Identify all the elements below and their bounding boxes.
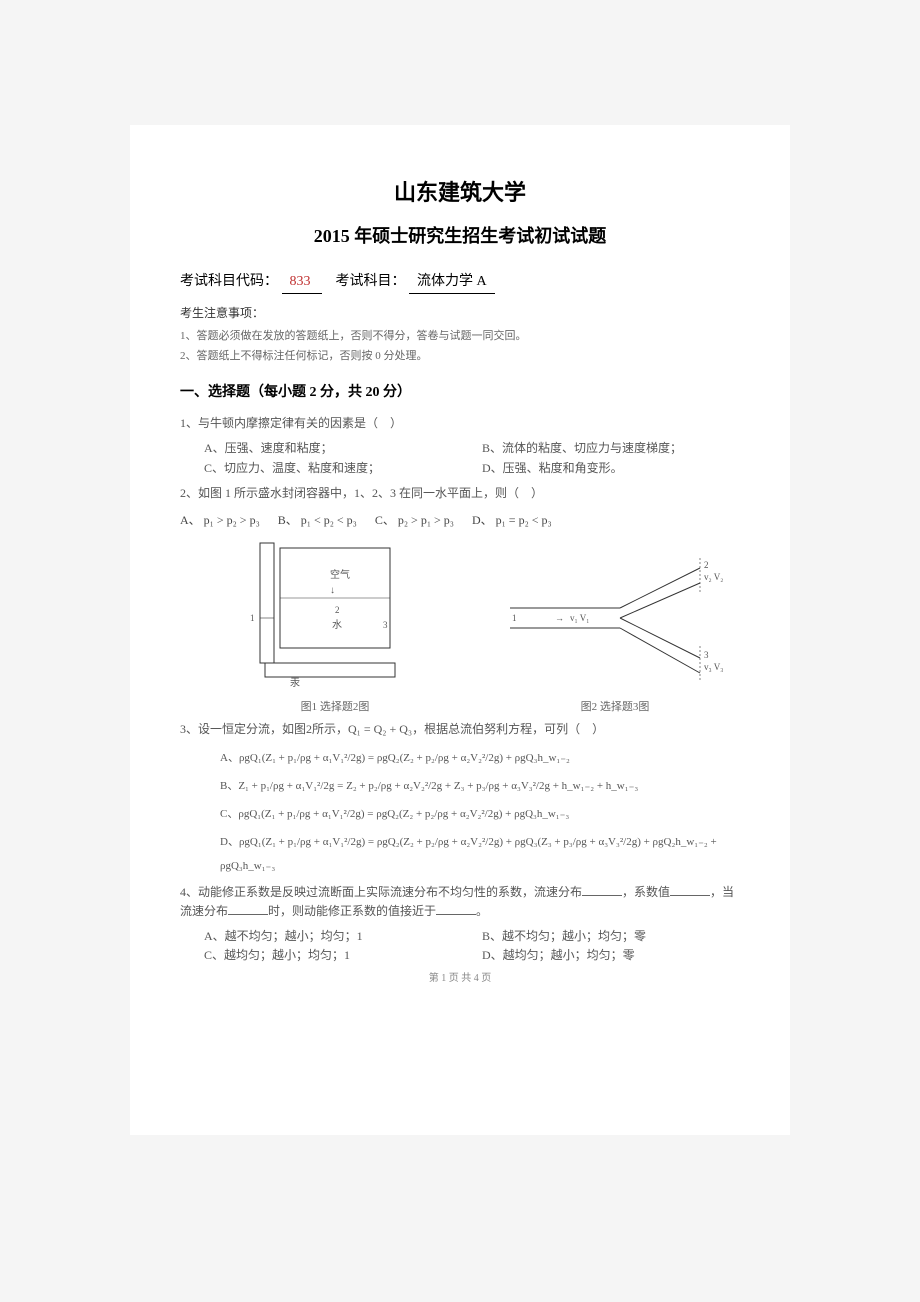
- q2-stem: 2、如图 1 所示盛水封闭容器中，1、2、3 在同一水平面上，则（ ）: [180, 484, 740, 503]
- subject-line: 考试科目代码： 833 考试科目： 流体力学 A: [180, 271, 740, 294]
- q2-opt-c: C、 p₂ > p₁ > p₃: [375, 511, 454, 530]
- page-number: 第 1 页 共 4 页: [180, 971, 740, 987]
- q4-stem: 4、动能修正系数是反映过流断面上实际流速分布不均匀性的系数，流速分布，系数值，当…: [180, 883, 740, 921]
- q1-opt-b: B、流体的粘度、切应力与速度梯度；: [482, 439, 740, 458]
- q3-opt-d: D、ρgQ₁(Z₁ + p₁/ρg + α₁V₁²/2g) = ρgQ₂(Z₂ …: [220, 830, 740, 878]
- blank-4: [436, 903, 476, 915]
- q3-opt-a: A、ρgQ₁(Z₁ + p₁/ρg + α₁V₁²/2g) = ρgQ₂(Z₂ …: [220, 746, 740, 770]
- q4-options: A、越不均匀；越小；均匀；1 B、越不均匀；越小；均匀；零 C、越均匀；越小；均…: [180, 927, 740, 965]
- fig2-v1: v₁ V₁: [570, 613, 589, 623]
- q3-options: A、ρgQ₁(Z₁ + p₁/ρg + α₁V₁²/2g) = ρgQ₂(Z₂ …: [180, 746, 740, 879]
- figure-2-svg: → v₁ V₁ 1 2 v₂ V₂ 3 v₃ V₃: [500, 538, 730, 688]
- q4-opt-c: C、越均匀；越小；均匀；1: [204, 946, 462, 965]
- q4-stem-2: ，系数值: [622, 885, 670, 899]
- q1-opt-a: A、压强、速度和粘度；: [204, 439, 462, 458]
- fig2-p2: 2: [704, 560, 709, 570]
- q2-opt-b: B、 p₁ < p₂ < p₃: [278, 511, 357, 530]
- code-label: 考试科目代码：: [180, 274, 278, 289]
- subject-label: 考试科目：: [336, 274, 406, 289]
- q4-opt-b: B、越不均匀；越小；均匀；零: [482, 927, 740, 946]
- section-1-title: 一、选择题（每小题 2 分，共 20 分）: [180, 382, 740, 404]
- fig1-caption: 图1 选择题2图: [210, 699, 460, 717]
- subject-name: 流体力学 A: [409, 271, 495, 294]
- exam-title: 2015 年硕士研究生招生考试初试试题: [180, 222, 740, 251]
- q4-stem-4: 时，则动能修正系数的值接近于: [268, 904, 436, 918]
- blank-2: [670, 884, 710, 896]
- figure-1-svg: 空气 ↓ 水 1 汞 2 3: [235, 538, 435, 688]
- q1-opt-c: C、切应力、温度、粘度和速度；: [204, 459, 462, 478]
- q3-stem: 3、设一恒定分流，如图2所示，Q₁ = Q₂ + Q₃，根据总流伯努利方程，可列…: [180, 720, 740, 739]
- q4-opt-d: D、越均匀；越小；均匀；零: [482, 946, 740, 965]
- q1-options: A、压强、速度和粘度； B、流体的粘度、切应力与速度梯度； C、切应力、温度、粘…: [180, 439, 740, 477]
- fig1-p2: 2: [335, 605, 340, 615]
- fig1-water-label: 水: [332, 619, 342, 631]
- code-value: 833: [282, 271, 322, 294]
- fig2-v2: v₂ V₂: [704, 572, 723, 582]
- notice-item-1: 1、答题必须做在发放的答题纸上，否则不得分，答卷与试题一同交回。: [180, 328, 740, 346]
- q1-stem: 1、与牛顿内摩擦定律有关的因素是（ ）: [180, 414, 740, 433]
- figure-2: → v₁ V₁ 1 2 v₂ V₂ 3 v₃ V₃ 图2 选择题3图: [490, 538, 740, 716]
- q4-stem-1: 4、动能修正系数是反映过流断面上实际流速分布不均匀性的系数，流速分布: [180, 885, 582, 899]
- notice-title: 考生注意事项：: [180, 304, 740, 323]
- fig1-mercury-label: 汞: [290, 677, 300, 688]
- university-name: 山东建筑大学: [180, 175, 740, 210]
- q4-opt-a: A、越不均匀；越小；均匀；1: [204, 927, 462, 946]
- notice-item-2: 2、答题纸上不得标注任何标记，否则按 0 分处理。: [180, 348, 740, 366]
- fig1-p3: 3: [383, 620, 388, 630]
- fig2-v3: v₃ V₃: [704, 662, 723, 672]
- q2-opt-d: D、 p₁ = p₂ < p₃: [472, 511, 552, 530]
- fig1-p1: 1: [250, 613, 255, 623]
- q3-opt-b: B、Z₁ + p₁/ρg + α₁V₁²/2g = Z₂ + p₂/ρg + α…: [220, 774, 740, 798]
- q3-opt-c: C、ρgQ₁(Z₁ + p₁/ρg + α₁V₁²/2g) = ρgQ₂(Z₂ …: [220, 802, 740, 826]
- q1-opt-d: D、压强、粘度和角变形。: [482, 459, 740, 478]
- fig2-p3: 3: [704, 650, 709, 660]
- svg-text:→: →: [555, 613, 564, 623]
- figure-1: 空气 ↓ 水 1 汞 2 3 图1 选择题2图: [210, 538, 460, 716]
- q4-stem-5: 。: [476, 904, 488, 918]
- exam-page: 山东建筑大学 2015 年硕士研究生招生考试初试试题 考试科目代码： 833 考…: [130, 125, 790, 1135]
- figures-row: 空气 ↓ 水 1 汞 2 3 图1 选择题2图 → v₁ V₁: [210, 538, 740, 716]
- fig2-caption: 图2 选择题3图: [490, 699, 740, 717]
- svg-text:↓: ↓: [330, 585, 335, 596]
- fig1-air-label: 空气: [330, 568, 350, 581]
- q2-options: A、 p₁ > p₂ > p₃ B、 p₁ < p₂ < p₃ C、 p₂ > …: [180, 511, 740, 530]
- q2-opt-a: A、 p₁ > p₂ > p₃: [180, 511, 260, 530]
- blank-1: [582, 884, 622, 896]
- fig2-p1: 1: [512, 613, 517, 623]
- blank-3: [228, 903, 268, 915]
